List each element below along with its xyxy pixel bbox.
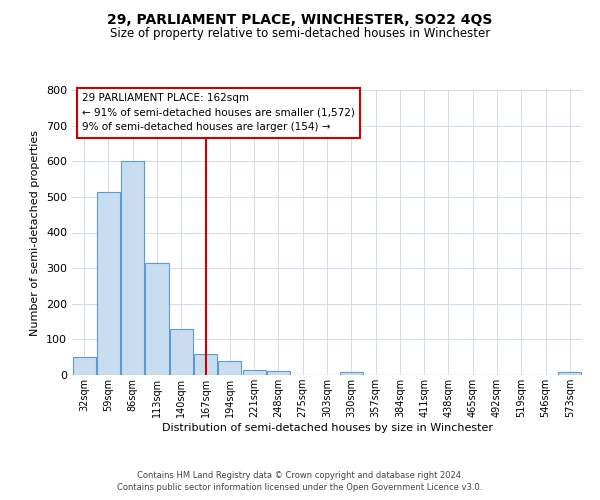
Bar xyxy=(218,361,241,375)
Bar xyxy=(194,354,217,375)
Bar xyxy=(559,372,581,375)
Text: 29, PARLIAMENT PLACE, WINCHESTER, SO22 4QS: 29, PARLIAMENT PLACE, WINCHESTER, SO22 4… xyxy=(107,12,493,26)
Text: Contains HM Land Registry data © Crown copyright and database right 2024.
Contai: Contains HM Land Registry data © Crown c… xyxy=(118,471,482,492)
Bar xyxy=(242,370,266,375)
Bar xyxy=(145,263,169,375)
Y-axis label: Number of semi-detached properties: Number of semi-detached properties xyxy=(31,130,40,336)
Bar xyxy=(267,372,290,375)
Bar xyxy=(121,161,144,375)
Text: 29 PARLIAMENT PLACE: 162sqm
← 91% of semi-detached houses are smaller (1,572)
9%: 29 PARLIAMENT PLACE: 162sqm ← 91% of sem… xyxy=(82,93,355,132)
Bar xyxy=(97,192,120,375)
Text: Size of property relative to semi-detached houses in Winchester: Size of property relative to semi-detach… xyxy=(110,28,490,40)
X-axis label: Distribution of semi-detached houses by size in Winchester: Distribution of semi-detached houses by … xyxy=(161,423,493,433)
Bar xyxy=(170,328,193,375)
Bar xyxy=(340,372,363,375)
Bar xyxy=(73,357,95,375)
